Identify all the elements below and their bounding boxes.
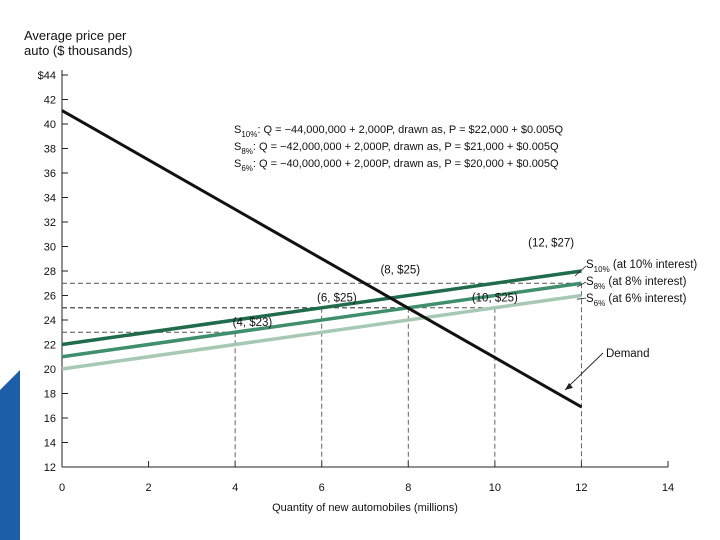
y-tick-label: 12 [44, 462, 56, 474]
point-label: (10, $25) [472, 293, 518, 305]
curve-label-symbol: S [586, 276, 594, 288]
x-tick-label: 12 [575, 482, 587, 494]
equation-subscript: 8% [241, 147, 253, 156]
demand-pointer [564, 352, 604, 391]
equation-symbol: S [234, 124, 241, 136]
demand-pointer-arrowhead [565, 382, 573, 390]
curve-label-6pct: S6% (at 6% interest) [586, 293, 687, 308]
y-tick-label: 38 [44, 144, 56, 156]
x-tick-label: 0 [59, 482, 65, 494]
curve-label-subscript: 6% [594, 299, 606, 308]
curve-label-text: S6% (at 6% interest) [586, 293, 687, 308]
x-axis-title: Quantity of new automobiles (millions) [272, 502, 458, 514]
y-tick-label: 14 [44, 438, 56, 450]
y-tick-label: 36 [44, 168, 56, 180]
point-label: (6, $25) [317, 293, 357, 305]
curve-label-8pct: S8% (at 8% interest) [586, 276, 687, 291]
y-tick-label: 42 [44, 95, 56, 107]
equation-line: S10%: Q = −44,000,000 + 2,000P, drawn as… [234, 124, 563, 139]
curve-label-desc: (at 6% interest) [605, 293, 686, 305]
point-label: (4, $23) [233, 317, 273, 329]
series-line-supply-1 [61, 269, 582, 347]
series-line-supply-3 [61, 293, 582, 371]
point-label: (8, $25) [380, 264, 420, 276]
curve-label-pointer [574, 265, 587, 277]
equation-symbol: S [234, 141, 241, 153]
curve-label-subscript: 10% [594, 265, 610, 274]
y-tick-label: 30 [44, 242, 56, 254]
series-line-supply-2 [61, 281, 582, 359]
x-tick-label: 8 [405, 482, 411, 494]
y-tick-label: 18 [44, 389, 56, 401]
y-tick-label: 24 [44, 315, 56, 327]
y-axis-title: Average price per auto ($ thousands) [24, 28, 132, 58]
y-tick-label: 26 [44, 291, 56, 303]
demand-label: Demand [606, 348, 649, 360]
equation-line: S8%: Q = −42,000,000 + 2,000P, drawn as,… [234, 141, 559, 156]
equation-text: : Q = −42,000,000 + 2,000P, drawn as, P … [253, 141, 559, 153]
x-tick-label: 6 [319, 482, 325, 494]
curve-label-symbol: S [586, 293, 594, 305]
curve-label-symbol: S [586, 259, 594, 271]
curve-label-text: S8% (at 8% interest) [586, 276, 687, 291]
equation-subscript: 10% [241, 130, 257, 139]
y-tick-label: 34 [44, 193, 56, 205]
series-line-demand [61, 109, 583, 409]
y-tick-label: 22 [44, 340, 56, 352]
y-axis-title-line-2: auto ($ thousands) [24, 43, 133, 58]
y-axis-title-line-1: Average price per [24, 28, 127, 43]
curve-label-desc: (at 10% interest) [610, 259, 698, 271]
y-tick-label: 20 [44, 364, 56, 376]
x-tick-label: 10 [489, 482, 501, 494]
x-tick-label: 2 [146, 482, 152, 494]
x-tick-label: 4 [232, 482, 238, 494]
x-tick-label: 14 [662, 482, 674, 494]
curve-label-10pct: S10% (at 10% interest) [586, 259, 697, 274]
equation-symbol: S [234, 158, 241, 170]
y-tick-label: 28 [44, 266, 56, 278]
curve-label-pointer [576, 281, 587, 288]
y-tick-label: $44 [38, 70, 56, 82]
equation-line: S6%: Q = −40,000,000 + 2,000P, drawn as,… [234, 158, 559, 173]
equation-text: : Q = −44,000,000 + 2,000P, drawn as, P … [257, 124, 563, 136]
slide-accent-bar [0, 330, 68, 540]
equation-subscript: 6% [241, 164, 253, 173]
y-tick-label: 16 [44, 413, 56, 425]
curve-label-subscript: 8% [594, 282, 606, 291]
curve-label-text: S10% (at 10% interest) [586, 259, 697, 274]
equation-text: : Q = −40,000,000 + 2,000P, drawn as, P … [253, 158, 559, 170]
y-tick-label: 32 [44, 217, 56, 229]
curve-label-pointer [576, 297, 587, 300]
curve-label-desc: (at 8% interest) [605, 276, 686, 288]
y-tick-label: 40 [44, 119, 56, 131]
point-label: (12, $27) [528, 238, 574, 250]
